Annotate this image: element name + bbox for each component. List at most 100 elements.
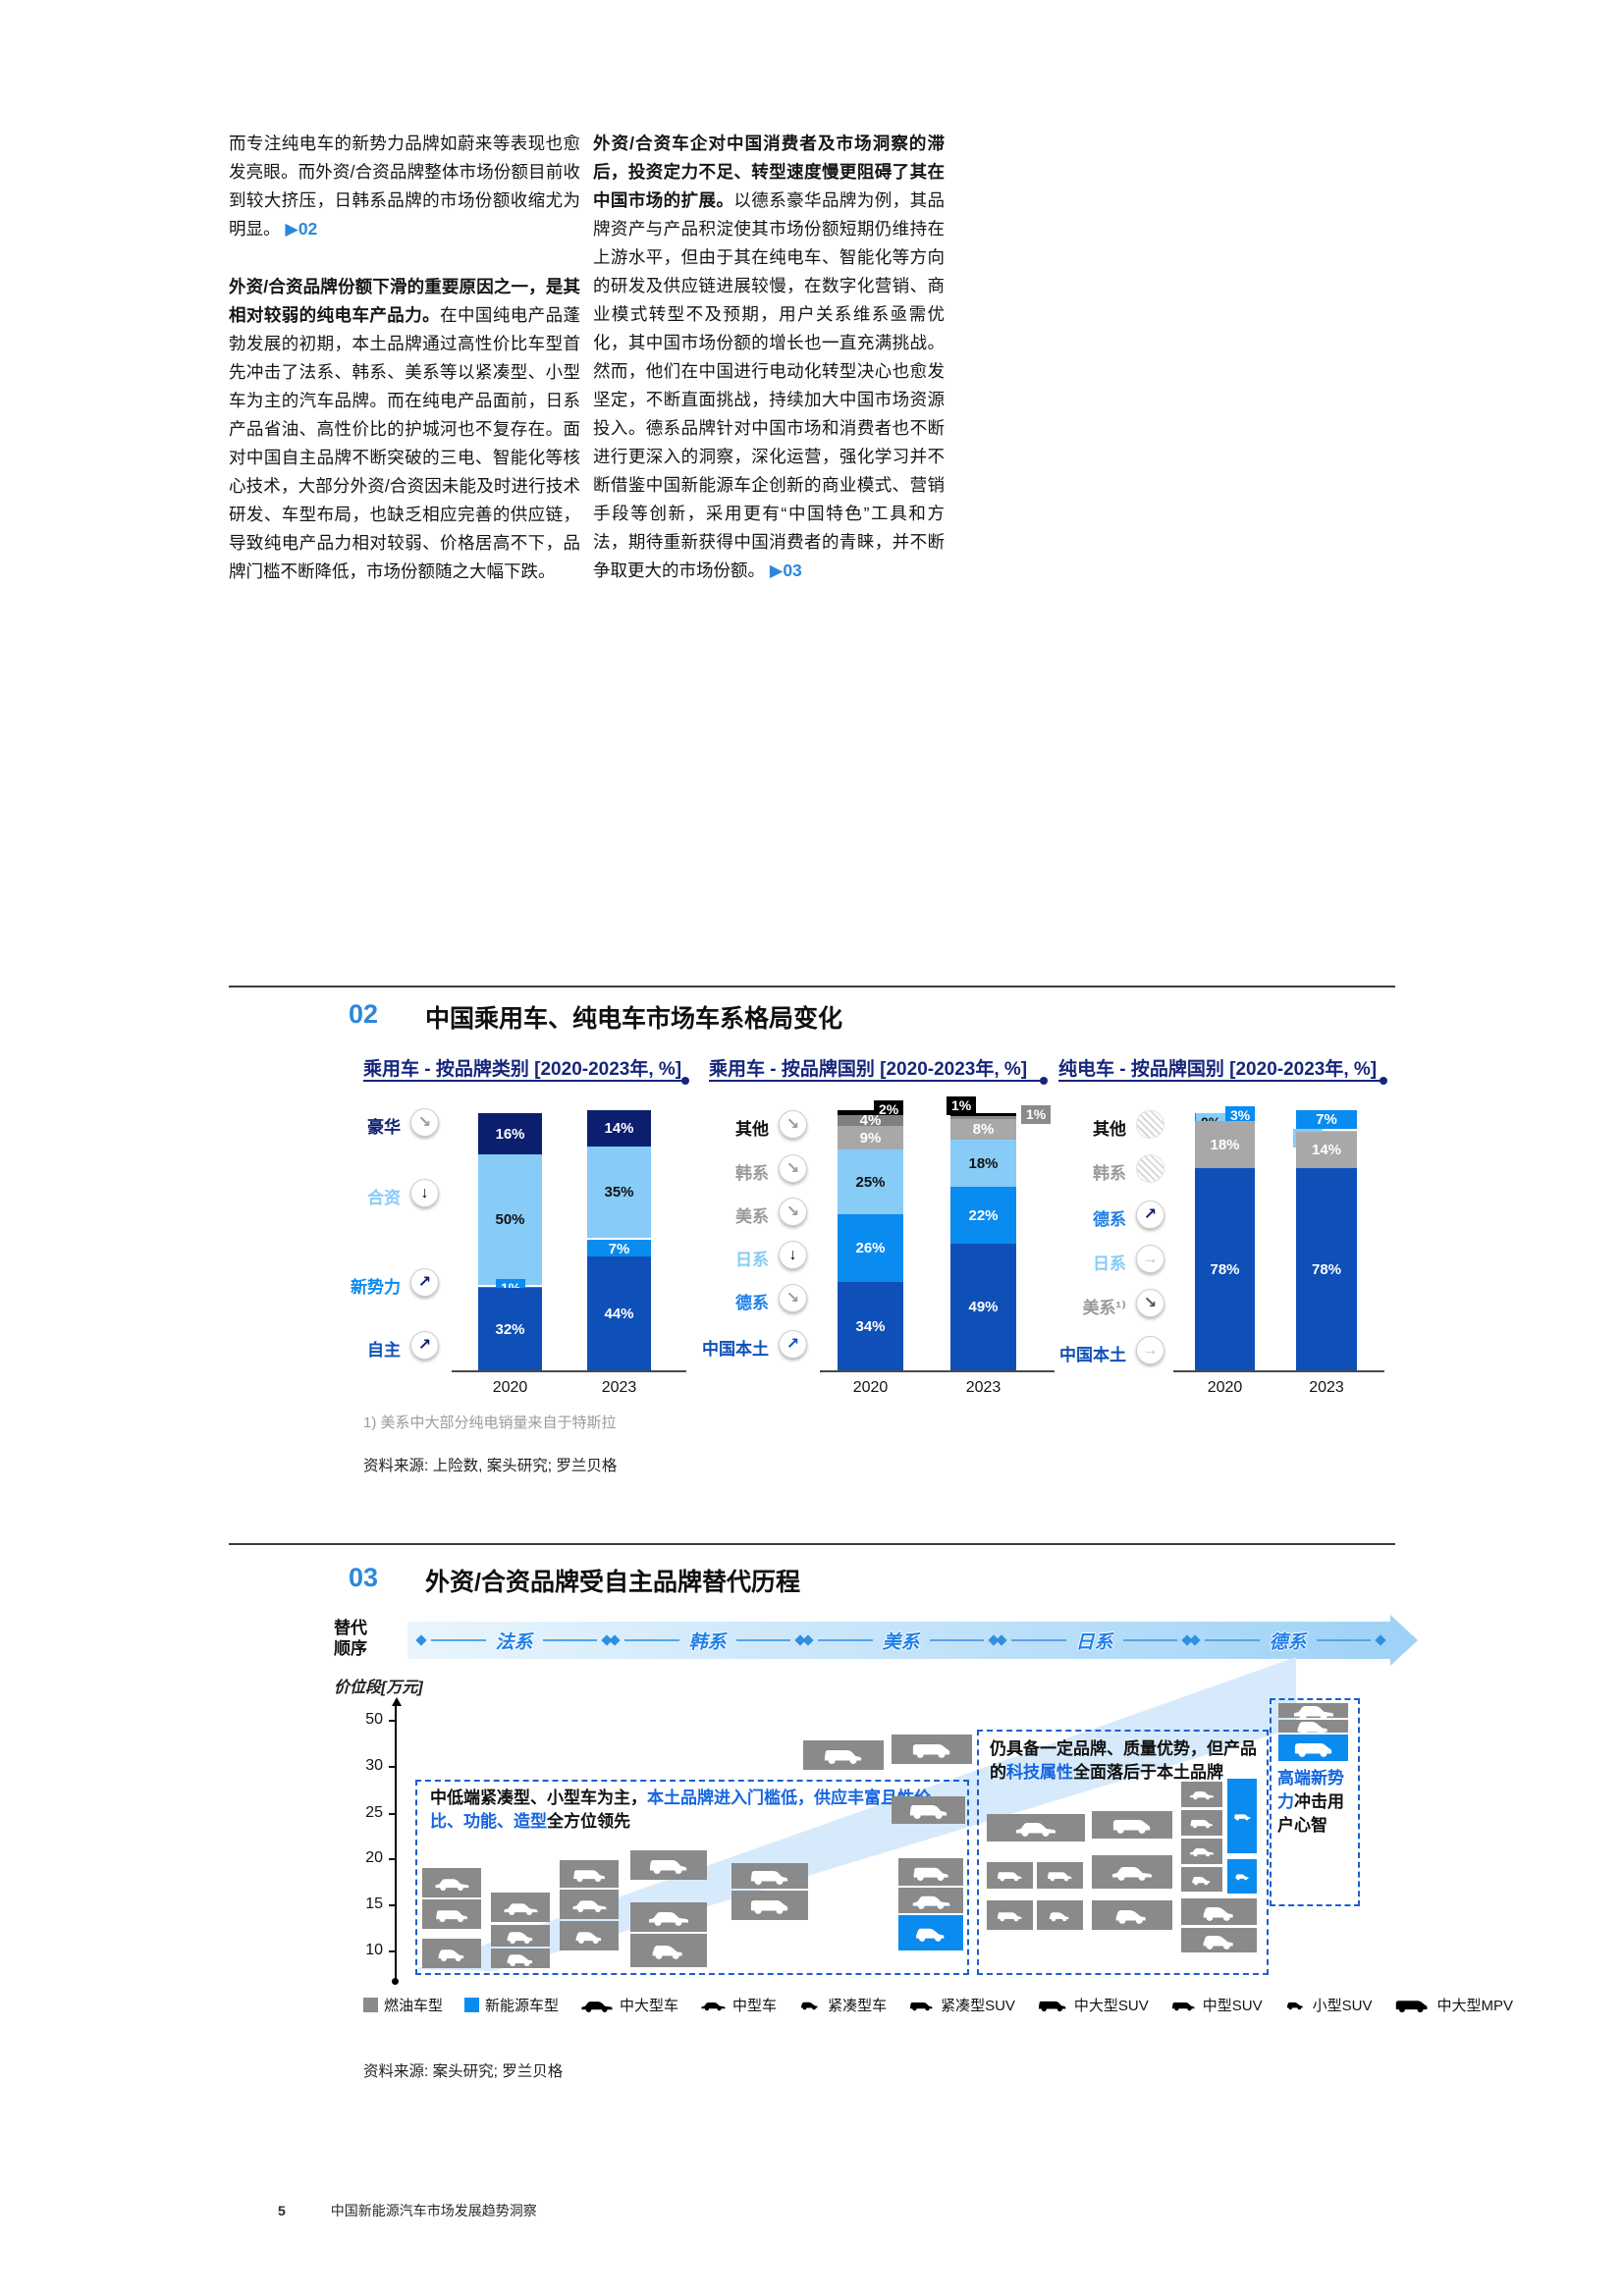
model-tile <box>898 1915 963 1950</box>
van-car-icon <box>748 1896 791 1915</box>
dashed-annotation-box <box>977 1730 1269 1975</box>
trend-circle: ↘ <box>779 1110 807 1139</box>
underline-dot <box>1040 1077 1048 1085</box>
section02-footnote: 1) 美系中大部分纯电销量来自于特斯拉 <box>363 1415 617 1431</box>
caption-run: 本土品牌进入门槛低，供应丰富且性价比、功能、造型 <box>430 1789 931 1831</box>
model-tile <box>491 1925 550 1947</box>
intro-right-column: 外资/合资车企对中国消费者及市场洞察的滞后，投资定力不足、转型速度慢更阻碍了其在… <box>593 130 945 614</box>
hatch-car-icon <box>1233 1872 1252 1881</box>
bar-segment: 44% <box>587 1256 651 1370</box>
hatch-car-icon <box>647 1941 690 1960</box>
bar-segment <box>950 1113 1016 1116</box>
sedan-car-icon <box>1014 1818 1057 1838</box>
trend-circle: ↗ <box>1136 1201 1164 1229</box>
section02-source: 资料来源: 上险数, 案头研究; 罗兰贝格 <box>363 1458 618 1474</box>
category-label: 美系 <box>735 1207 769 1226</box>
model-tile <box>898 1858 963 1886</box>
trend-circle: ↘ <box>410 1108 439 1137</box>
model-tile <box>1278 1735 1348 1761</box>
hatch-car-icon <box>571 1928 608 1945</box>
brand-flow-arrowhead-icon <box>1390 1615 1418 1666</box>
category-label: 合资 <box>367 1189 401 1207</box>
trend-circle: ↘ <box>779 1198 807 1226</box>
model-tile <box>1227 1779 1257 1853</box>
category-label: 自主 <box>367 1341 401 1360</box>
van-car-icon <box>1292 1738 1335 1758</box>
trend-circle: ↘ <box>779 1154 807 1183</box>
model-tile <box>731 1891 808 1920</box>
hatch-car-icon <box>1284 2000 1307 2010</box>
trend-arrow-icon: ↘ <box>785 1202 800 1220</box>
category-label: 中国本土 <box>1059 1346 1126 1364</box>
caption-run: 科技属性 <box>1006 1763 1073 1782</box>
model-tile <box>1227 1859 1257 1894</box>
trend-circle: ↘ <box>1136 1289 1164 1317</box>
price-axis-label: 价位段[万元] <box>334 1680 423 1696</box>
sedan-car-icon <box>647 1907 690 1927</box>
section02-title: 中国乘用车、纯电车市场车系格局变化 <box>425 1005 843 1033</box>
legend-label: 紧凑型车 <box>828 1998 888 2014</box>
model-tile <box>1181 1928 1257 1952</box>
annotation-caption: 中低端紧凑型、小型车为主，本土品牌进入门槛低，供应丰富且性价比、功能、造型全方位… <box>430 1787 954 1834</box>
trend-circle: ↗ <box>779 1330 807 1359</box>
figure-marker: ▶02 <box>280 219 318 239</box>
diamond-icon <box>996 1634 1007 1646</box>
hatch-car-icon <box>434 1946 470 1962</box>
section03-number: 03 <box>349 1563 379 1592</box>
legend-item: 中大型车 <box>580 1995 678 2015</box>
flow-line <box>929 1639 985 1641</box>
bar-segment: 8% <box>950 1119 1016 1140</box>
category-label: 其他 <box>1093 1120 1126 1139</box>
flow-line <box>624 1639 679 1641</box>
sedan-car-icon <box>1189 1845 1215 1857</box>
model-tile <box>1092 1811 1172 1839</box>
model-tile <box>630 1902 707 1932</box>
flow-brand-label: 德系 <box>1269 1631 1307 1653</box>
y-axis-end-dot <box>392 1978 399 1985</box>
category-label: 新势力 <box>351 1278 401 1297</box>
model-tile <box>422 1939 481 1968</box>
category-label: 豪华 <box>367 1118 401 1137</box>
bar-segment: 78% <box>1296 1168 1357 1370</box>
chart-subtitle-underline <box>709 1077 1048 1085</box>
bar-value-chip: 3% <box>1225 1106 1256 1125</box>
van-car-icon <box>1110 1815 1154 1835</box>
legend-item: 紧凑型SUV <box>908 1995 1015 2015</box>
legend-item: 中大型MPV <box>1393 1995 1513 2015</box>
brand-flow-labels: 法系 韩系 美系 日系 德系 <box>415 1622 1386 1659</box>
hatch-car-icon <box>1046 1909 1074 1922</box>
bar-segment: 7% <box>1296 1110 1357 1129</box>
bar-segment <box>950 1116 1016 1119</box>
sedan-car-icon <box>434 1875 470 1892</box>
legend-item: 燃油车型 <box>363 1995 443 2015</box>
bar-segment: 35% <box>587 1147 651 1238</box>
x-axis-year-label: 2020 <box>852 1379 889 1396</box>
y-tick-label: 15 <box>365 1896 383 1912</box>
section03-title: 外资/合资品牌受自主品牌替代历程 <box>425 1569 800 1596</box>
chart-subtitle-underline <box>1058 1077 1387 1085</box>
diamond-icon <box>1189 1634 1201 1646</box>
legend-label: 中大型MPV <box>1436 1998 1513 2014</box>
paragraph: 而专注纯电车的新势力品牌如蔚来等表现也愈发亮眼。而外资/合资品牌整体市场份额目前… <box>229 130 580 243</box>
trend-circle: ↓ <box>410 1179 439 1207</box>
trend-arrow-icon: ↓ <box>420 1184 429 1201</box>
bar-baseline <box>452 1370 686 1372</box>
underline-dot <box>1380 1077 1387 1085</box>
footer-title: 中国新能源汽车市场发展趋势洞察 <box>330 2203 537 2218</box>
flow-line <box>542 1639 598 1641</box>
flow-line <box>818 1639 873 1641</box>
sedan-car-icon <box>911 1892 951 1910</box>
category-label: 美系¹⁾ <box>1082 1299 1126 1317</box>
caption-run: 全面落后于本土品牌 <box>1073 1763 1223 1782</box>
annotation-caption: 高端新势力冲击用户心智 <box>1277 1767 1352 1838</box>
trend-arrow-icon: → <box>1142 1341 1159 1359</box>
intro-left-column: 而专注纯电车的新势力品牌如蔚来等表现也愈发亮眼。而外资/合资品牌整体市场份额目前… <box>229 130 580 615</box>
trend-arrow-icon: ↘ <box>1143 1294 1158 1311</box>
legend-swatch <box>464 1998 480 2012</box>
model-tile <box>892 1735 972 1764</box>
x-axis-year-label: 2023 <box>601 1379 637 1396</box>
hatch-car-icon <box>1198 1931 1241 1950</box>
trend-arrow-icon: ↘ <box>785 1159 800 1177</box>
dashed-annotation-box <box>415 1780 969 1975</box>
suv-car-icon <box>1037 1998 1068 2012</box>
